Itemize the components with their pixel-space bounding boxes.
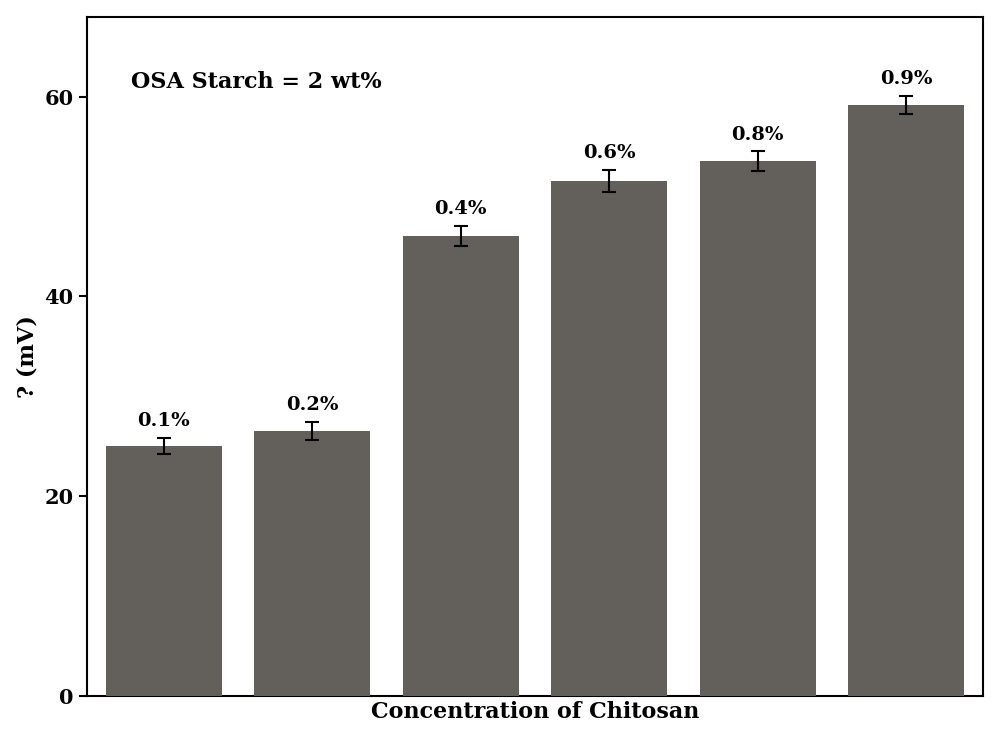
Text: 0.8%: 0.8% — [731, 126, 784, 144]
Y-axis label: ? (mV): ? (mV) — [17, 314, 39, 397]
X-axis label: Concentration of Chitosan: Concentration of Chitosan — [371, 702, 699, 723]
Bar — [700, 161, 816, 696]
Bar — [848, 104, 964, 696]
Text: 0.9%: 0.9% — [880, 70, 932, 87]
Text: OSA Starch = 2 wt%: OSA Starch = 2 wt% — [131, 71, 382, 93]
Text: 0.6%: 0.6% — [583, 144, 635, 163]
Bar — [106, 446, 222, 696]
Bar — [254, 431, 370, 696]
Bar — [551, 181, 667, 696]
Text: 0.2%: 0.2% — [286, 396, 338, 414]
Text: 0.1%: 0.1% — [137, 412, 190, 430]
Bar — [403, 236, 519, 696]
Text: 0.4%: 0.4% — [434, 201, 487, 218]
